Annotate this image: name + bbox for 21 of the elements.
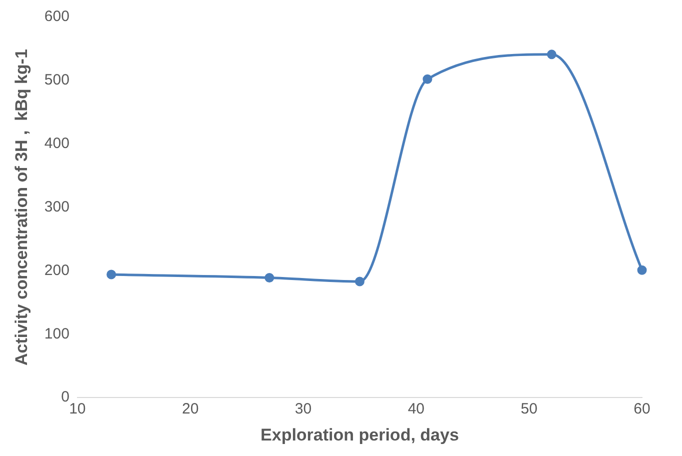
point — [354, 276, 364, 286]
y-tick-label: 400 — [44, 135, 70, 152]
y-tick-label: 100 — [44, 325, 70, 342]
y-tick-label: 600 — [44, 8, 70, 26]
point — [106, 270, 116, 280]
point — [637, 265, 647, 275]
x-tick-label: 20 — [182, 400, 199, 418]
x-tick-label: 30 — [294, 400, 312, 418]
point — [546, 50, 556, 60]
y-tick-label: 0 — [61, 388, 70, 406]
y-axis-title: Activity concentration of 3H , kBq kg-1 — [12, 49, 31, 366]
x-tick-label: 50 — [520, 400, 538, 418]
x-tick-label: 40 — [408, 400, 425, 418]
point — [422, 74, 432, 84]
point — [264, 272, 274, 282]
x-axis-title: Exploration period, days — [260, 425, 459, 444]
x-tick-label: 10 — [69, 400, 86, 418]
x-tick-label: 60 — [634, 400, 650, 418]
y-tick-label: 500 — [44, 72, 70, 89]
y-tick-label: 300 — [44, 198, 70, 216]
y-tick-label: 200 — [44, 262, 70, 279]
